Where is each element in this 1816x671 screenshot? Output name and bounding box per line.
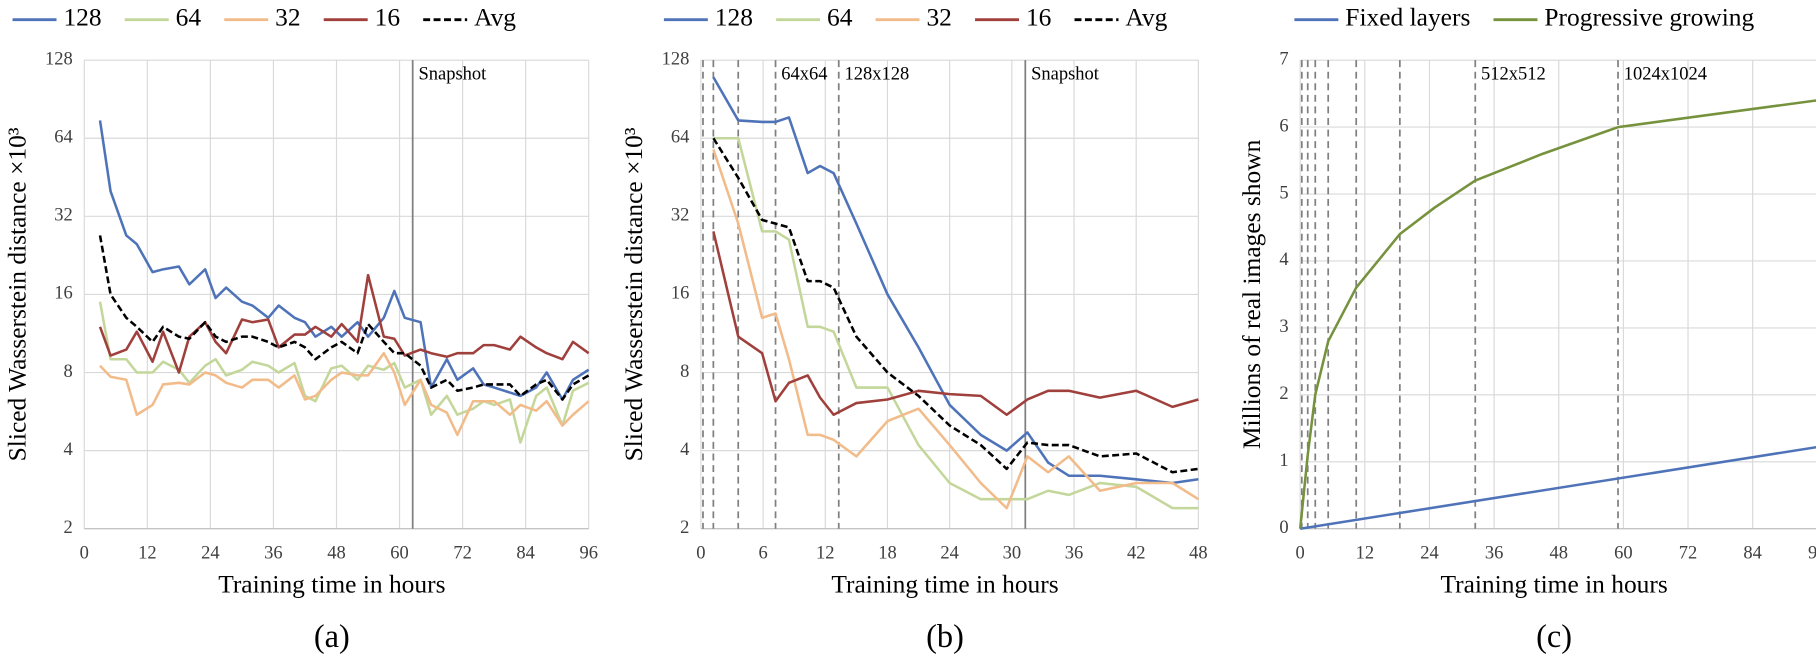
legend-label: Fixed layers xyxy=(1345,3,1470,32)
x-axis-label: Training time in hours xyxy=(1440,569,1667,598)
x-tick-label: 84 xyxy=(1743,543,1762,563)
y-tick-label: 16 xyxy=(671,284,690,304)
x-tick-label: 24 xyxy=(1420,543,1439,563)
x-tick-label: 12 xyxy=(816,543,835,563)
y-tick-label: 64 xyxy=(54,127,73,147)
x-tick-label: 0 xyxy=(696,543,705,563)
x-tick-label: 96 xyxy=(1808,543,1816,563)
y-tick-label: 32 xyxy=(671,206,690,226)
y-tick-label: 2 xyxy=(680,518,689,538)
x-tick-label: 24 xyxy=(940,543,958,563)
legend-label: 32 xyxy=(275,3,300,32)
x-axis-label: Training time in hours xyxy=(831,569,1058,598)
legend-label: 32 xyxy=(926,3,951,32)
y-tick-label: 6 xyxy=(1279,116,1288,136)
series-line xyxy=(98,273,590,374)
x-tick-label: 60 xyxy=(390,543,409,563)
x-tick-label: 72 xyxy=(453,543,472,563)
x-tick-label: 42 xyxy=(1127,543,1146,563)
y-tick-label: 2 xyxy=(63,518,72,538)
legend-label: 128 xyxy=(63,3,101,32)
x-tick-label: 36 xyxy=(264,543,283,563)
series-line xyxy=(99,351,590,437)
x-tick-label: 72 xyxy=(1679,543,1698,563)
series-line xyxy=(712,148,1200,510)
y-tick-label: 1 xyxy=(1279,451,1288,471)
stage-label: Snapshot xyxy=(1031,64,1100,84)
y-axis-label: Sliced Wasserstein distance ×10³ xyxy=(619,127,648,461)
y-tick-label: 16 xyxy=(54,284,73,304)
x-tick-label: 30 xyxy=(1003,543,1022,563)
series-line xyxy=(98,301,590,444)
y-axis-label: Sliced Wasserstein distance ×10³ xyxy=(2,127,31,461)
stage-label: 128x128 xyxy=(845,64,910,84)
x-tick-label: 36 xyxy=(1485,543,1504,563)
stage-label: 64x64 xyxy=(781,64,827,84)
x-tick-label: 48 xyxy=(1550,543,1569,563)
series-line xyxy=(712,76,1199,485)
x-tick-label: 12 xyxy=(138,543,156,563)
y-tick-label: 3 xyxy=(1279,317,1288,337)
y-tick-label: 4 xyxy=(63,440,72,460)
series-line xyxy=(713,136,1199,510)
x-tick-label: 6 xyxy=(758,543,767,563)
legend-label: 64 xyxy=(176,3,202,32)
y-tick-label: 0 xyxy=(1279,518,1288,538)
y-tick-label: 8 xyxy=(680,362,689,382)
y-tick-label: 7 xyxy=(1279,49,1288,69)
x-tick-label: 60 xyxy=(1614,543,1633,563)
panel-label: (b) xyxy=(926,619,964,655)
x-tick-label: 48 xyxy=(1189,543,1208,563)
y-tick-label: 128 xyxy=(45,49,73,69)
series-line xyxy=(712,137,1199,474)
legend-label: 16 xyxy=(1026,3,1051,32)
x-tick-label: 24 xyxy=(201,543,220,563)
legend-label: Progressive growing xyxy=(1544,3,1754,32)
stage-label: Snapshot xyxy=(418,64,487,84)
y-tick-label: 4 xyxy=(1279,250,1288,270)
x-tick-label: 18 xyxy=(878,543,896,563)
series-line xyxy=(1299,445,1816,530)
series-line xyxy=(98,120,590,401)
y-tick-label: 64 xyxy=(671,127,690,147)
legend-label: 16 xyxy=(375,3,400,32)
x-tick-label: 96 xyxy=(579,543,598,563)
panel-label: (a) xyxy=(314,619,350,655)
legend-label: Avg xyxy=(1125,3,1167,32)
legend-label: 128 xyxy=(715,3,753,32)
series-line xyxy=(98,235,590,401)
y-tick-label: 2 xyxy=(1279,384,1288,404)
y-tick-label: 128 xyxy=(662,49,690,69)
legend-label: Avg xyxy=(474,3,516,32)
x-tick-label: 48 xyxy=(327,543,346,563)
y-axis-label: Millions of real images shown xyxy=(1237,139,1266,449)
x-axis-label: Training time in hours xyxy=(218,569,445,598)
x-tick-label: 12 xyxy=(1356,543,1375,563)
series-line xyxy=(1298,99,1816,529)
y-tick-label: 32 xyxy=(54,206,73,226)
x-tick-label: 0 xyxy=(80,543,89,563)
y-tick-label: 8 xyxy=(63,362,72,382)
series-line xyxy=(712,231,1199,417)
y-tick-label: 5 xyxy=(1279,183,1288,203)
x-tick-label: 84 xyxy=(516,543,535,563)
stage-label: 512x512 xyxy=(1481,64,1546,84)
panel-label: (c) xyxy=(1536,619,1572,655)
y-tick-label: 4 xyxy=(680,440,689,460)
stage-label: 1024x1024 xyxy=(1624,64,1707,84)
legend-label: 64 xyxy=(827,3,853,32)
x-tick-label: 0 xyxy=(1296,543,1305,563)
x-tick-label: 36 xyxy=(1065,543,1084,563)
